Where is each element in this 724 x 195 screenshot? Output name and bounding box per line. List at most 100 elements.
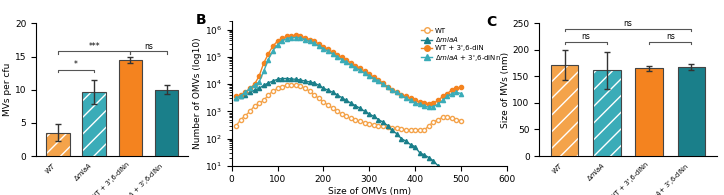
Bar bbox=[593, 70, 620, 156]
WT + 3ʹ,6-diN bbox=[411, 99, 419, 102]
ΔmlaA bbox=[296, 79, 305, 81]
ΔmlaA bbox=[434, 165, 442, 167]
WT + 3ʹ,6-diN bbox=[379, 82, 387, 84]
Text: ns: ns bbox=[623, 19, 633, 28]
ΔmlaA + 3ʹ,6-diNn bbox=[237, 94, 245, 97]
WT + 3ʹ,6-diN bbox=[351, 64, 360, 67]
WT bbox=[273, 87, 282, 90]
WT bbox=[443, 116, 452, 119]
Legend: WT, $\it{\Delta mlaA}$, WT + 3',6-diN, $\it{\Delta mlaA}$ + 3',6-diNn: WT, $\it{\Delta mlaA}$, WT + 3',6-diN, $… bbox=[418, 25, 503, 66]
ΔmlaA + 3ʹ,6-diNn bbox=[411, 102, 419, 104]
WT + 3ʹ,6-diN bbox=[282, 35, 291, 38]
ΔmlaA bbox=[287, 78, 295, 80]
Bar bbox=[551, 65, 578, 156]
WT + 3ʹ,6-diN bbox=[374, 79, 383, 81]
ΔmlaA + 3ʹ,6-diNn bbox=[438, 99, 447, 102]
ΔmlaA + 3ʹ,6-diNn bbox=[232, 97, 240, 99]
ΔmlaA + 3ʹ,6-diNn bbox=[429, 105, 438, 108]
ΔmlaA bbox=[292, 78, 300, 81]
Bar bbox=[636, 68, 663, 156]
WT bbox=[361, 121, 369, 124]
ΔmlaA + 3ʹ,6-diNn bbox=[310, 42, 319, 45]
ΔmlaA + 3ʹ,6-diNn bbox=[392, 91, 401, 93]
ΔmlaA bbox=[374, 118, 383, 121]
ΔmlaA bbox=[328, 91, 337, 93]
ΔmlaA + 3ʹ,6-diNn bbox=[347, 64, 355, 66]
WT bbox=[434, 118, 442, 121]
ΔmlaA + 3ʹ,6-diNn bbox=[300, 38, 309, 41]
WT bbox=[300, 87, 309, 90]
ΔmlaA bbox=[245, 91, 254, 93]
ΔmlaA + 3ʹ,6-diNn bbox=[296, 37, 305, 39]
WT + 3ʹ,6-diN bbox=[232, 95, 240, 98]
WT + 3ʹ,6-diN bbox=[337, 56, 346, 59]
ΔmlaA + 3ʹ,6-diNn bbox=[245, 87, 254, 90]
ΔmlaA bbox=[259, 84, 268, 87]
Text: B: B bbox=[196, 13, 206, 27]
WT + 3ʹ,6-diN bbox=[406, 97, 415, 99]
Bar bbox=[119, 60, 142, 156]
ΔmlaA + 3ʹ,6-diNn bbox=[251, 84, 259, 87]
WT + 3ʹ,6-diN bbox=[319, 45, 328, 48]
Text: *: * bbox=[74, 60, 78, 69]
WT bbox=[406, 129, 415, 131]
WT bbox=[319, 101, 328, 103]
WT bbox=[328, 107, 337, 109]
WT + 3ʹ,6-diN bbox=[324, 48, 332, 51]
Bar bbox=[551, 65, 578, 156]
ΔmlaA + 3ʹ,6-diNn bbox=[365, 75, 374, 77]
WT bbox=[342, 115, 350, 118]
ΔmlaA bbox=[447, 173, 456, 175]
WT bbox=[310, 94, 319, 96]
ΔmlaA bbox=[333, 94, 342, 96]
ΔmlaA + 3ʹ,6-diNn bbox=[241, 91, 250, 93]
WT bbox=[237, 118, 245, 121]
WT bbox=[416, 129, 424, 131]
WT + 3ʹ,6-diN bbox=[438, 95, 447, 98]
WT bbox=[447, 117, 456, 120]
ΔmlaA + 3ʹ,6-diNn bbox=[342, 61, 350, 64]
ΔmlaA + 3ʹ,6-diNn bbox=[420, 105, 429, 107]
ΔmlaA + 3ʹ,6-diNn bbox=[351, 66, 360, 69]
WT + 3ʹ,6-diN bbox=[429, 102, 438, 104]
Y-axis label: Number of OMVs (log10): Number of OMVs (log10) bbox=[193, 38, 202, 149]
ΔmlaA + 3ʹ,6-diNn bbox=[306, 40, 314, 43]
Bar bbox=[155, 90, 178, 156]
Bar bbox=[636, 68, 663, 156]
ΔmlaA + 3ʹ,6-diNn bbox=[273, 43, 282, 46]
Bar bbox=[46, 133, 70, 156]
Line: ΔmlaA + 3ʹ,6-diNn: ΔmlaA + 3ʹ,6-diNn bbox=[234, 35, 463, 109]
WT bbox=[333, 110, 342, 113]
Bar bbox=[593, 70, 620, 156]
Line: ΔmlaA: ΔmlaA bbox=[234, 76, 463, 182]
WT bbox=[278, 86, 287, 88]
ΔmlaA + 3ʹ,6-diNn bbox=[292, 36, 300, 39]
WT + 3ʹ,6-diN bbox=[264, 53, 273, 55]
WT bbox=[324, 104, 332, 106]
WT bbox=[314, 97, 323, 99]
ΔmlaA bbox=[365, 113, 374, 115]
ΔmlaA bbox=[300, 80, 309, 82]
ΔmlaA bbox=[264, 82, 273, 84]
WT bbox=[241, 114, 250, 117]
WT + 3ʹ,6-diN bbox=[333, 54, 342, 56]
WT bbox=[369, 124, 378, 126]
WT bbox=[269, 90, 277, 92]
WT bbox=[411, 129, 419, 131]
WT + 3ʹ,6-diN bbox=[306, 38, 314, 41]
WT + 3ʹ,6-diN bbox=[383, 86, 392, 88]
Line: WT + 3ʹ,6-diN: WT + 3ʹ,6-diN bbox=[234, 33, 463, 106]
WT bbox=[337, 113, 346, 115]
WT bbox=[379, 125, 387, 128]
ΔmlaA bbox=[347, 102, 355, 104]
ΔmlaA bbox=[379, 121, 387, 123]
ΔmlaA bbox=[319, 87, 328, 90]
ΔmlaA + 3ʹ,6-diNn bbox=[259, 70, 268, 72]
ΔmlaA bbox=[392, 133, 401, 135]
WT + 3ʹ,6-diN bbox=[416, 101, 424, 103]
ΔmlaA + 3ʹ,6-diNn bbox=[369, 77, 378, 80]
Bar bbox=[46, 133, 70, 156]
WT + 3ʹ,6-diN bbox=[255, 75, 264, 77]
ΔmlaA + 3ʹ,6-diNn bbox=[314, 45, 323, 47]
ΔmlaA + 3ʹ,6-diNn bbox=[443, 95, 452, 98]
